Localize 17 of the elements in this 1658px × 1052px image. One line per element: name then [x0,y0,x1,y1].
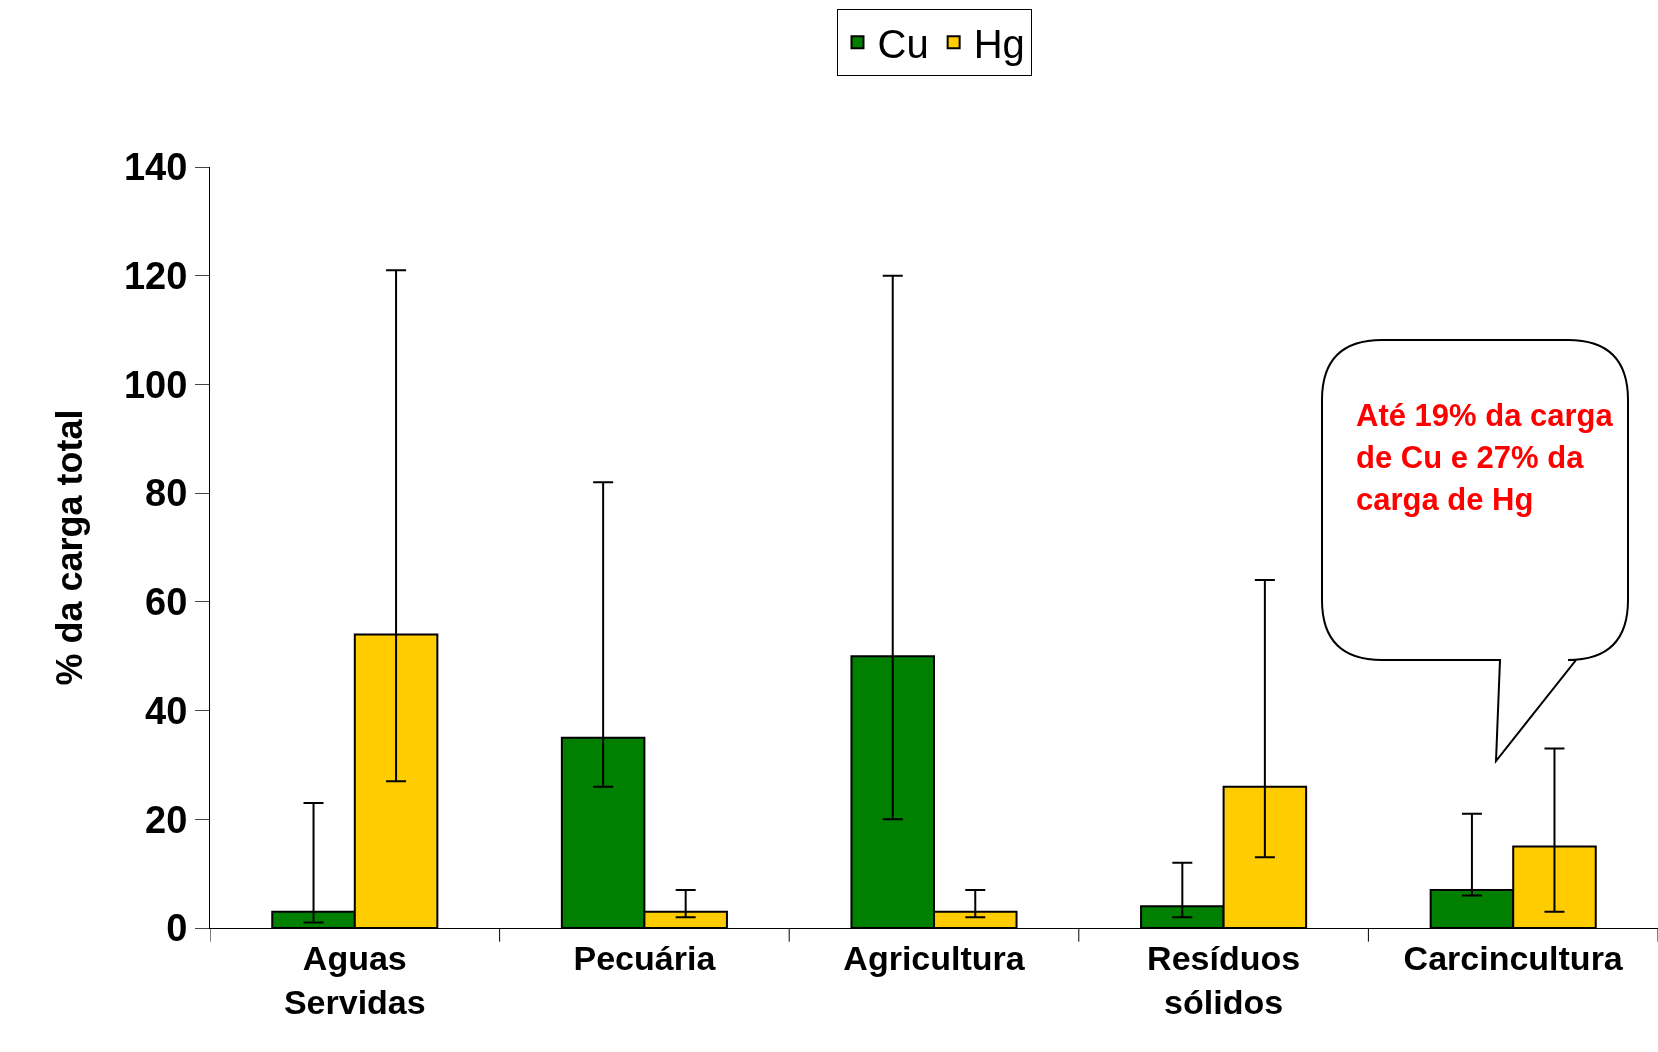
y-tick-label: 80 [145,472,188,515]
x-tick-label: Agricultura [843,938,1026,977]
annotation: Até 19% da carga de Cu e 27% da carga de Hg [1356,397,1614,519]
x-tick-label: Carcincultura [1403,938,1624,977]
y-axis-title: % da carga total [48,409,90,686]
x-tick-label: Aguas Servidas [283,938,426,1021]
y-tick-label: 100 [123,363,188,406]
y-tick-label: 60 [145,581,188,624]
y-tick-label: 140 [123,146,188,189]
legend-label: Hg [973,21,1025,66]
x-tick-label: Resíduos sólidos [1147,938,1301,1021]
y-tick-label: 40 [145,689,188,732]
y-tick-label: 20 [145,798,188,841]
legend-label: Cu [877,21,929,66]
x-tick-label: Pecuária [573,938,717,977]
y-tick-label: 120 [123,255,188,298]
y-tick-label: 0 [166,907,188,950]
